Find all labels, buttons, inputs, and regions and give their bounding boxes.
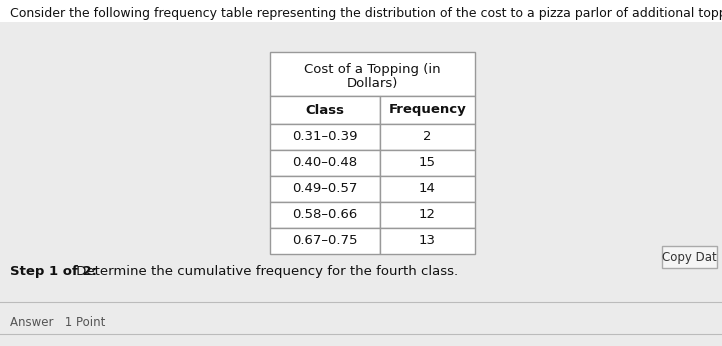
Bar [380, 228, 475, 254]
Text: 14: 14 [419, 182, 436, 195]
Bar [270, 124, 380, 150]
Text: 2: 2 [423, 130, 432, 144]
Text: Determine the cumulative frequency for the fourth class.: Determine the cumulative frequency for t… [72, 265, 458, 278]
Text: Step 1 of 2:: Step 1 of 2: [10, 265, 97, 278]
Bar [380, 150, 475, 176]
Bar [270, 150, 380, 176]
Bar [270, 96, 380, 124]
Bar [380, 96, 475, 124]
Text: Answer   1 Point: Answer 1 Point [10, 316, 105, 329]
Text: 0.31–0.39: 0.31–0.39 [292, 130, 357, 144]
Bar [662, 246, 717, 268]
Text: Class: Class [305, 103, 344, 117]
Bar [380, 202, 475, 228]
Bar [270, 176, 380, 202]
Text: Dollars): Dollars) [347, 78, 399, 91]
Text: 13: 13 [419, 235, 436, 247]
Bar [0, 0, 722, 22]
Text: 0.49–0.57: 0.49–0.57 [292, 182, 357, 195]
Text: 0.67–0.75: 0.67–0.75 [292, 235, 357, 247]
Bar [380, 124, 475, 150]
Text: 15: 15 [419, 156, 436, 170]
Bar [380, 176, 475, 202]
Text: 0.40–0.48: 0.40–0.48 [292, 156, 357, 170]
Text: Frequency: Frequency [388, 103, 466, 117]
Bar [270, 52, 475, 96]
Text: 0.58–0.66: 0.58–0.66 [292, 209, 357, 221]
Bar [270, 202, 380, 228]
Text: Copy Dat: Copy Dat [662, 251, 717, 264]
Text: 12: 12 [419, 209, 436, 221]
Bar [270, 228, 380, 254]
Text: Consider the following frequency table representing the distribution of the cost: Consider the following frequency table r… [10, 8, 722, 20]
Text: Cost of a Topping (in: Cost of a Topping (in [304, 64, 441, 76]
